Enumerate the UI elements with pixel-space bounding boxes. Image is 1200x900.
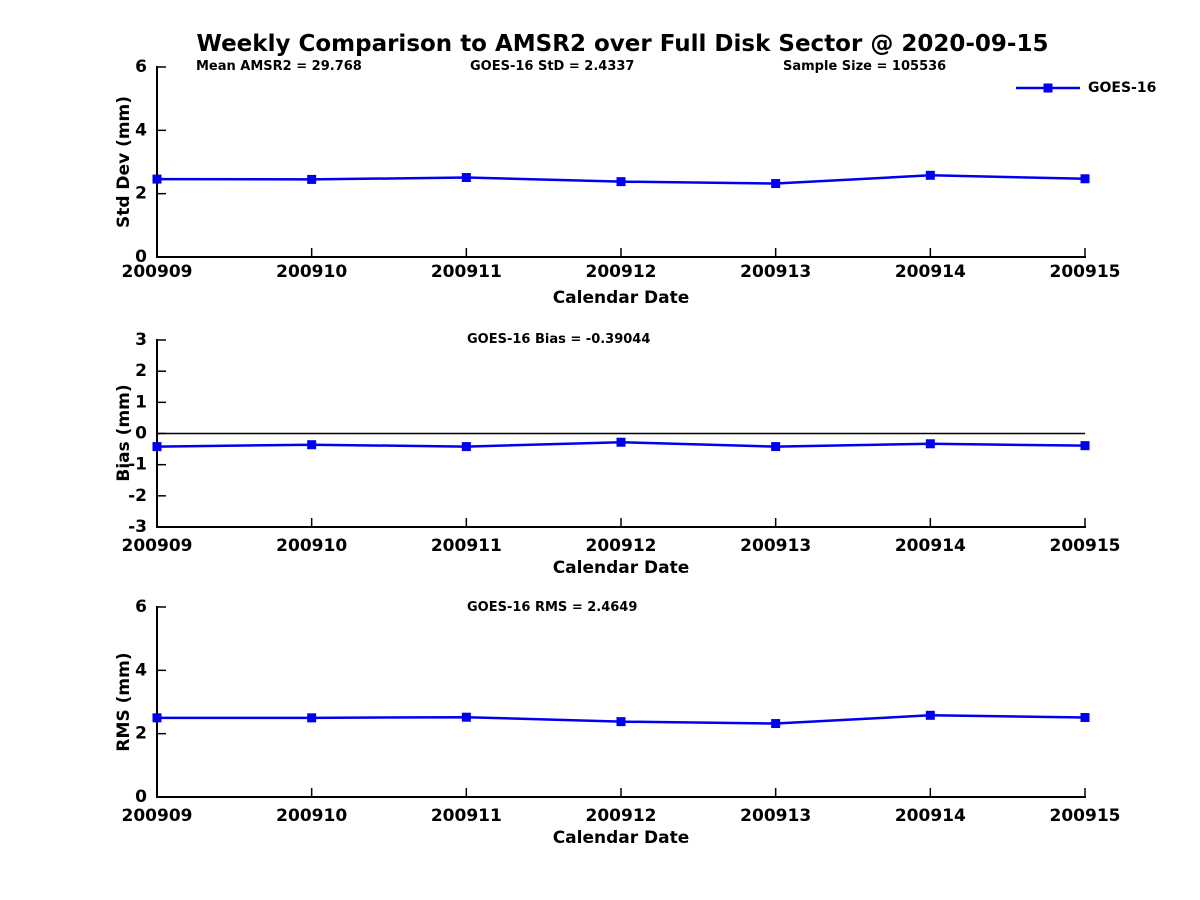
- stat-annotation: Mean AMSR2 = 29.768: [196, 59, 362, 74]
- x-tick-label: 200913: [740, 806, 811, 826]
- data-point-marker: [771, 179, 781, 189]
- x-tick-label: 200910: [276, 806, 347, 826]
- data-point-marker: [461, 712, 471, 722]
- stat-annotation: GOES-16 StD = 2.4337: [470, 59, 634, 74]
- x-tick-label: 200914: [895, 536, 966, 556]
- data-point-marker: [616, 717, 626, 727]
- y-axis-title: Std Dev (mm): [114, 96, 134, 228]
- y-tick-label: 6: [135, 57, 147, 77]
- data-point-marker: [307, 713, 317, 723]
- data-point-marker: [307, 174, 317, 184]
- x-tick-label: 200909: [122, 806, 193, 826]
- data-point-marker: [925, 439, 935, 449]
- stat-annotation: GOES-16 Bias = -0.39044: [467, 332, 650, 347]
- y-tick-label: 2: [135, 184, 147, 204]
- y-tick-label: -2: [128, 486, 147, 506]
- data-point-marker: [925, 710, 935, 720]
- data-point-marker: [925, 170, 935, 180]
- x-tick-label: 200912: [586, 536, 657, 556]
- stat-annotation: Sample Size = 105536: [783, 59, 946, 74]
- data-point-marker: [616, 177, 626, 187]
- data-point-marker: [771, 719, 781, 729]
- data-point-marker: [461, 173, 471, 183]
- x-tick-label: 200914: [895, 262, 966, 282]
- y-axis-title: Bias (mm): [114, 384, 134, 481]
- x-tick-label: 200911: [431, 536, 502, 556]
- x-tick-label: 200911: [431, 262, 502, 282]
- data-point-marker: [152, 713, 162, 723]
- y-tick-label: 3: [135, 330, 147, 350]
- data-point-marker: [616, 437, 626, 447]
- y-tick-label: 6: [135, 597, 147, 617]
- x-tick-label: 200913: [740, 536, 811, 556]
- x-tick-label: 200914: [895, 806, 966, 826]
- y-tick-label: 0: [135, 247, 147, 267]
- data-point-marker: [771, 442, 781, 452]
- legend: GOES-16: [1016, 80, 1156, 96]
- y-tick-label: 0: [135, 787, 147, 807]
- y-axis-title: RMS (mm): [114, 652, 134, 751]
- data-point-marker: [461, 442, 471, 452]
- legend-marker: [1043, 83, 1053, 93]
- data-point-marker: [1080, 174, 1090, 184]
- x-tick-label: 200910: [276, 262, 347, 282]
- data-point-marker: [1080, 441, 1090, 451]
- data-point-marker: [152, 442, 162, 452]
- subplot-rms: 0 2 4 6 200909 200910 200911 200912 200913 200914…: [114, 597, 1120, 848]
- y-tick-label: 2: [135, 361, 147, 381]
- data-point-marker: [152, 174, 162, 184]
- x-tick-label: 200910: [276, 536, 347, 556]
- data-point-marker: [1080, 713, 1090, 723]
- legend-label: GOES-16: [1088, 80, 1156, 96]
- x-tick-label: 200912: [586, 262, 657, 282]
- x-axis-title: Calendar Date: [553, 828, 690, 848]
- y-tick-label: 2: [135, 724, 147, 744]
- y-tick-label: -3: [128, 517, 147, 537]
- y-tick-label: -1: [128, 455, 147, 475]
- x-tick-label: 200915: [1050, 536, 1121, 556]
- x-tick-label: 200912: [586, 806, 657, 826]
- stat-annotation: GOES-16 RMS = 2.4649: [467, 600, 637, 615]
- x-tick-label: 200911: [431, 806, 502, 826]
- x-tick-label: 200913: [740, 262, 811, 282]
- x-tick-label: 200909: [122, 262, 193, 282]
- y-tick-label: 1: [135, 392, 147, 412]
- data-point-marker: [307, 440, 317, 450]
- subplot-std-dev: 0 2 4 6 200909 200910 200911 200912 200913 200914…: [114, 57, 1120, 308]
- y-tick-label: 4: [135, 120, 147, 140]
- figure-title: Weekly Comparison to AMSR2 over Full Dis…: [196, 31, 1049, 57]
- x-axis-title: Calendar Date: [553, 288, 690, 308]
- y-tick-label: 4: [135, 660, 147, 680]
- x-tick-label: 200915: [1050, 806, 1121, 826]
- x-tick-label: 200915: [1050, 262, 1121, 282]
- y-tick-label: 0: [135, 424, 147, 444]
- x-tick-label: 200909: [122, 536, 193, 556]
- x-axis-title: Calendar Date: [553, 558, 690, 578]
